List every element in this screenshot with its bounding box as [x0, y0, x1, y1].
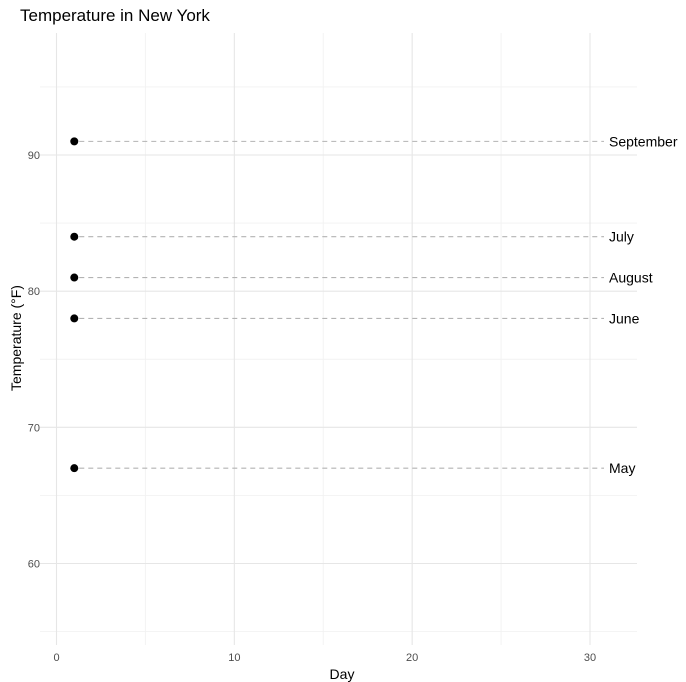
chart-title: Temperature in New York — [20, 6, 210, 25]
x-tick-label: 30 — [584, 652, 596, 664]
y-tick-label: 60 — [28, 559, 40, 571]
point-label: June — [609, 310, 640, 326]
grid — [40, 33, 637, 645]
point-label: July — [609, 229, 634, 245]
x-axis-ticks: 0 10 20 30 — [53, 652, 596, 664]
data-point — [70, 464, 79, 473]
x-tick-label: 0 — [53, 652, 59, 664]
y-tick-label: 90 — [28, 150, 40, 162]
x-axis-title: Day — [330, 666, 355, 682]
point-label: September — [609, 133, 678, 149]
y-axis-title: Temperature (°F) — [8, 285, 24, 391]
data-points — [70, 137, 79, 473]
y-axis-ticks: 60 70 80 90 — [28, 150, 40, 571]
y-tick-label: 80 — [28, 286, 40, 298]
x-tick-label: 20 — [406, 652, 418, 664]
data-point — [70, 137, 79, 146]
y-tick-label: 70 — [28, 422, 40, 434]
guide-lines — [79, 140, 604, 469]
data-point — [70, 232, 79, 241]
point-label: August — [609, 270, 653, 286]
data-point — [70, 273, 79, 282]
data-point — [70, 314, 79, 323]
point-label: May — [609, 460, 635, 476]
point-labels: September July August June May — [609, 133, 678, 476]
x-tick-label: 10 — [228, 652, 240, 664]
